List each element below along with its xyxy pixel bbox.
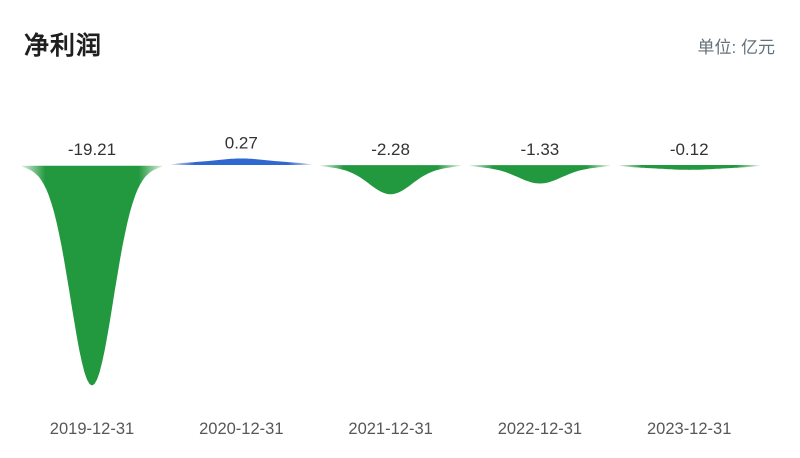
data-shape-2020-12-31[interactable] [170,158,313,166]
x-axis-label: 2022-12-31 [498,420,582,438]
value-label: -1.33 [521,140,560,159]
data-shape-2021-12-31[interactable] [319,165,462,195]
value-label: -0.12 [670,140,709,159]
x-axis-label: 2021-12-31 [348,420,432,438]
data-shape-2022-12-31[interactable] [468,165,611,184]
data-shape-2019-12-31[interactable] [21,165,163,386]
x-axis-label: 2023-12-31 [647,420,731,438]
x-axis-label: 2019-12-31 [50,420,134,438]
data-shape-2023-12-31[interactable] [618,165,761,170]
chart-title: 净利润 [24,32,103,60]
value-label: 0.27 [225,133,258,152]
unit-label: 单位: 亿元 [697,38,775,57]
value-label: -2.28 [371,140,410,159]
x-axis-label: 2020-12-31 [199,420,283,438]
value-label: -19.21 [68,140,116,159]
